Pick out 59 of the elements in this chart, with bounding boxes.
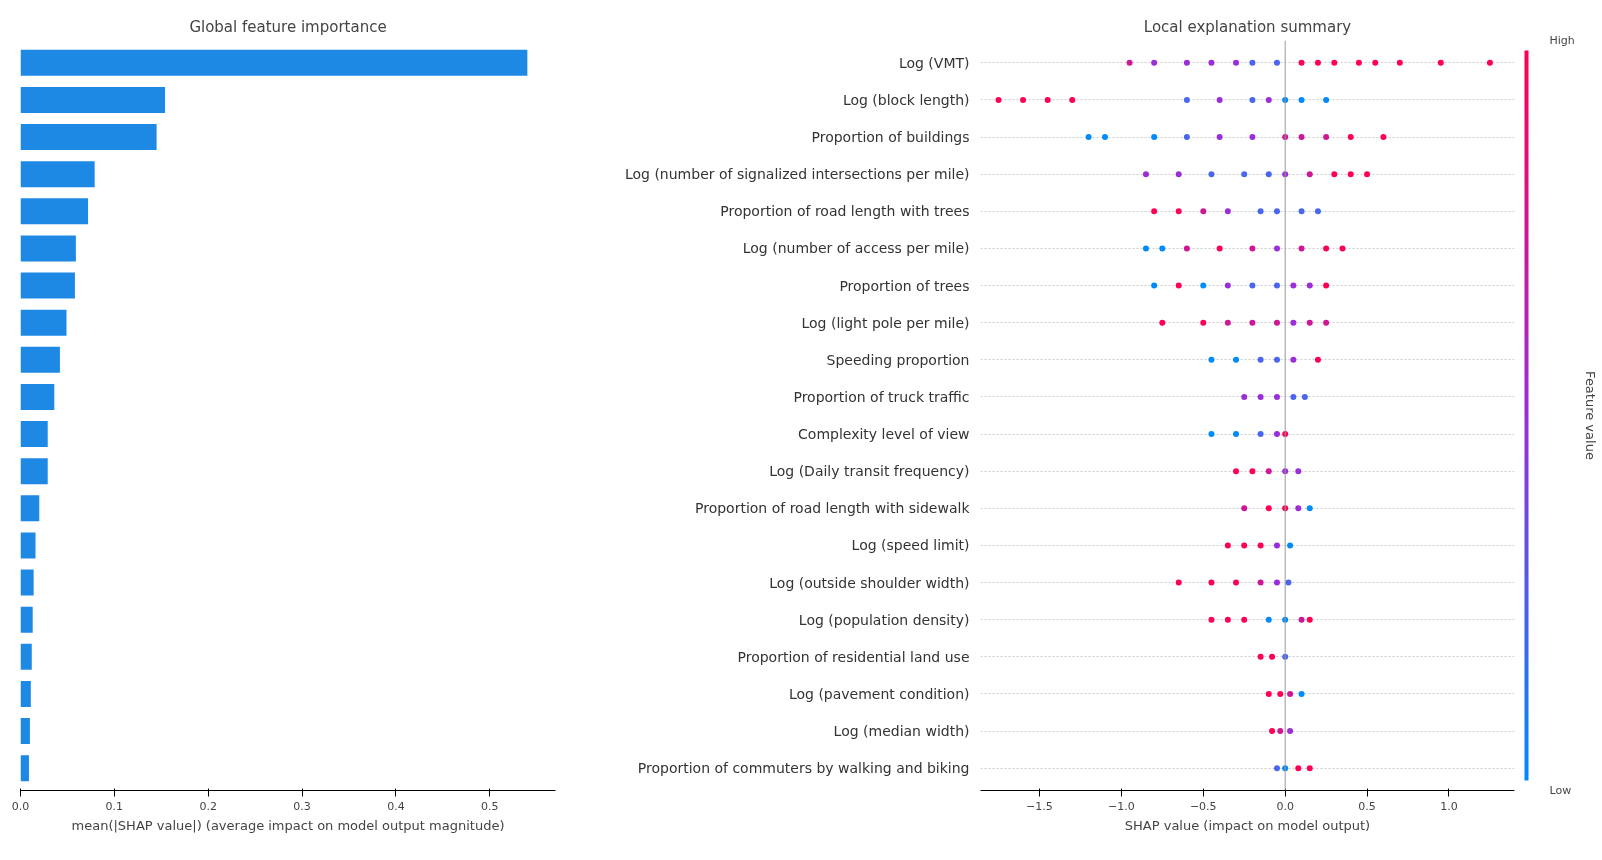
bar — [20, 309, 67, 336]
x-tick-label: 0.1 — [105, 799, 124, 813]
text: Low — [1549, 784, 1572, 797]
y-tick-label: Proportion of road length with sidewalk — [695, 500, 971, 517]
bar — [20, 235, 76, 262]
y-tick-label: Speeding proportion — [826, 351, 970, 368]
bar — [20, 421, 48, 448]
x-tick-label: 0.3 — [293, 799, 311, 813]
x-tick-label: −0.5 — [1189, 799, 1217, 813]
color-bar-title: Feature value — [1582, 371, 1598, 460]
x-tick-label: −1.0 — [1108, 799, 1135, 813]
bar — [20, 383, 55, 410]
y-tick-label: Proportion of commuters by walking and biking — [637, 760, 970, 777]
y-tick-label: Proportion of road length with trees — [720, 203, 970, 220]
y-tick-label: Log (median width) — [833, 723, 970, 740]
x-tick-label: 0.0 — [1276, 799, 1294, 813]
y-tick-label: Log (outside shoulder width) — [769, 574, 970, 591]
chart-title: Local explanation summary — [1143, 17, 1352, 36]
bar — [20, 718, 30, 745]
bar — [20, 532, 36, 559]
bar — [20, 86, 166, 113]
x-tick-label: 0.5 — [481, 799, 499, 813]
y-tick-label: Log (pavement condition) — [788, 685, 970, 702]
x-tick-label: 0.4 — [387, 799, 405, 813]
y-tick-label: Log (block length) — [842, 91, 970, 108]
chart-title: Global feature importance — [189, 17, 387, 36]
x-axis-title: SHAP value (impact on model output) — [1124, 817, 1371, 833]
bar — [20, 755, 29, 782]
bar — [20, 569, 34, 596]
y-tick-label: Proportion of buildings — [811, 129, 970, 146]
bar — [20, 161, 95, 188]
bar — [20, 458, 48, 485]
y-tick-label: Log (population density) — [798, 611, 970, 628]
x-tick-label: 1.0 — [1440, 799, 1458, 813]
bar — [20, 198, 89, 225]
x-tick-label: 0.2 — [199, 799, 217, 813]
x-axis-title: mean(|SHAP value|) (average impact on model output magnitude) — [71, 817, 505, 833]
y-tick-label: Proportion of truck traffic — [793, 388, 970, 405]
y-tick-label: Log (number of access per mile) — [742, 240, 970, 257]
y-tick-label: Log (speed limit) — [851, 537, 970, 554]
bar — [20, 606, 33, 633]
y-tick-label: Log (VMT) — [898, 54, 970, 71]
bar — [20, 643, 32, 670]
x-tick-label: 0.0 — [11, 799, 30, 813]
bar — [20, 49, 528, 76]
y-tick-label: Log (number of signalized intersections per mile) — [624, 166, 970, 183]
bar — [20, 124, 157, 151]
y-tick-label: Log (Daily transit frequency) — [769, 463, 970, 480]
y-tick-label: Log (light pole per mile) — [801, 314, 970, 331]
y-tick-label: Proportion of residential land use — [737, 648, 970, 665]
bar — [20, 680, 31, 707]
y-tick-label: Complexity level of view — [798, 426, 970, 443]
bar — [20, 495, 40, 522]
text: High — [1549, 34, 1575, 47]
bar — [20, 272, 75, 299]
y-tick-label: Proportion of trees — [839, 277, 970, 294]
x-tick-label: −1.5 — [1026, 799, 1053, 813]
x-tick-label: 0.5 — [1358, 799, 1376, 813]
bar — [20, 346, 60, 373]
